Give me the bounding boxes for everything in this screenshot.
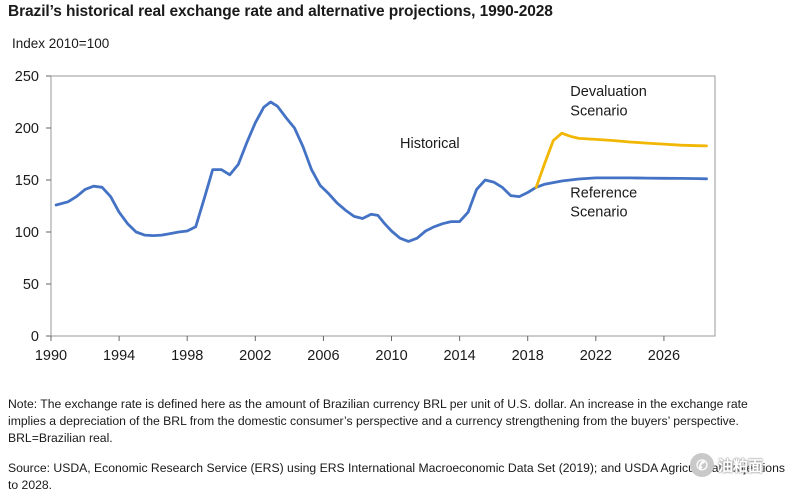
y-tick-label: 50: [23, 277, 39, 293]
series-line-historical: [54, 100, 538, 243]
chart-note: Note: The exchange rate is defined here …: [8, 397, 748, 445]
plot-frame: [50, 75, 716, 337]
x-tick-label: 2022: [580, 348, 612, 364]
y-axis-label: Index 2010=100: [12, 36, 110, 51]
chart-title: Brazil’s historical real exchange rate a…: [8, 3, 553, 20]
x-tick-label: 2018: [512, 348, 544, 364]
y-tick-label: 200: [15, 121, 39, 137]
series-line-devaluation-scenario: [534, 131, 708, 189]
wechat-icon: ✆: [690, 453, 714, 477]
y-tick-label: 250: [15, 69, 39, 85]
watermark-text: 油粕面: [718, 457, 764, 475]
x-tick-label: 2006: [307, 348, 339, 364]
x-tick-label: 1998: [171, 348, 203, 364]
watermark: ✆ 油粕面: [690, 452, 790, 478]
y-tick-label: 100: [15, 225, 39, 241]
annotation-label: Reference: [570, 186, 637, 202]
annotation-label: Devaluation: [570, 84, 647, 100]
annotation-label: Scenario: [570, 204, 627, 220]
x-tick-label: 2002: [239, 348, 271, 364]
x-tick-label: 2014: [443, 348, 475, 364]
y-tick-label: 150: [15, 173, 39, 189]
annotation-label: Scenario: [570, 104, 627, 120]
x-tick-label: 2026: [648, 348, 680, 364]
series-line-reference-scenario: [534, 176, 708, 189]
chart-plot: 0 50 100 150 200 250 1990 1994 1998 2002 2006 2010 2…: [15, 69, 716, 364]
y-tick-label: 0: [31, 329, 39, 345]
annotation-label: Historical: [400, 136, 460, 152]
chart-source: Source: USDA, Economic Research Service …: [8, 461, 785, 492]
x-tick-label: 2010: [375, 348, 407, 364]
x-tick-label: 1990: [35, 348, 67, 364]
x-tick-label: 1994: [103, 348, 135, 364]
